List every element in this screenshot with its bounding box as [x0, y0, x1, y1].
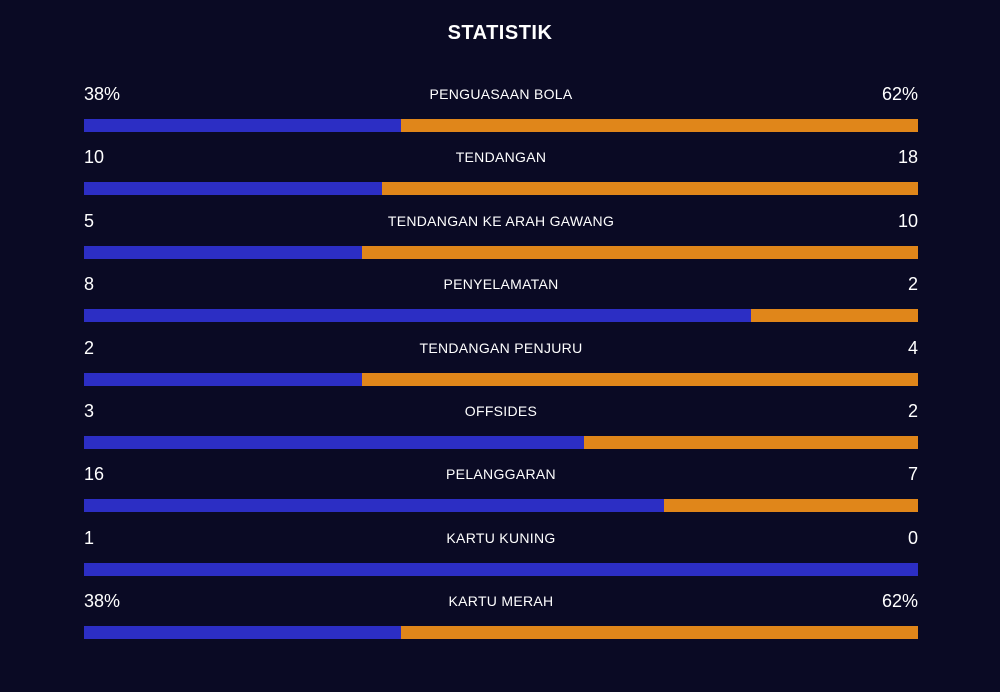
home-bar-fill	[84, 182, 382, 196]
home-bar-fill	[84, 372, 362, 386]
away-bar-fill	[381, 182, 918, 196]
home-bar-fill	[84, 309, 752, 323]
stat-row-corners: 2 TENDANGAN PENJURU 4	[84, 334, 918, 397]
home-bar-fill	[84, 119, 401, 132]
away-bar-fill	[664, 499, 918, 513]
home-value: 38%	[84, 591, 121, 612]
home-value: 38%	[84, 84, 121, 104]
stat-label: PELANGGARAN	[446, 466, 556, 483]
page-title: STATISTIK	[447, 22, 553, 44]
home-bar-fill	[84, 435, 585, 449]
home-value: 1	[84, 527, 95, 548]
away-bar-fill	[361, 245, 918, 259]
home-bar-fill	[84, 245, 362, 259]
away-value: 2	[907, 274, 918, 295]
stat-row-shots-on-target: 5 TENDANGAN KE ARAH GAWANG 10	[84, 207, 918, 270]
home-bar-fill	[84, 499, 665, 513]
away-value: 10	[897, 210, 918, 231]
away-bar-fill	[361, 372, 918, 386]
comparison-bar	[84, 245, 918, 259]
home-value: 10	[84, 147, 105, 168]
stat-label: PENGUASAAN BOLA	[429, 86, 573, 102]
comparison-bar	[84, 182, 918, 196]
stat-row-shots: 10 TENDANGAN 18	[84, 143, 918, 206]
home-value: 16	[84, 464, 105, 485]
home-value: 5	[84, 210, 95, 231]
away-value: 18	[897, 147, 918, 168]
comparison-bar	[84, 435, 918, 449]
comparison-bar	[84, 372, 918, 386]
away-bar-fill	[751, 309, 918, 323]
stat-label: PENYELAMATAN	[443, 276, 559, 293]
home-bar-fill	[84, 626, 401, 640]
stat-label: TENDANGAN	[455, 149, 547, 166]
stat-label: KARTU MERAH	[448, 593, 554, 610]
away-bar-fill	[584, 435, 918, 449]
stat-list: 38% PENGUASAAN BOLA 62% 10 TENDANGAN 1 8 …	[84, 80, 918, 651]
home-bar-fill	[84, 562, 918, 576]
away-value: 62%	[881, 591, 918, 612]
home-value: 8	[84, 274, 95, 295]
away-value: 4	[907, 337, 918, 358]
comparison-bar	[84, 119, 918, 132]
stat-row-yellow-cards: 1 KARTU KUNING 0	[84, 524, 918, 587]
comparison-bar	[84, 562, 918, 576]
stat-row-fouls: 16 PELANGGARAN 7	[84, 460, 918, 523]
away-value: 0	[907, 527, 918, 548]
stat-label: TENDANGAN KE ARAH GAWANG	[387, 212, 615, 229]
away-value: 7	[907, 464, 918, 485]
home-value: 2	[84, 337, 95, 358]
stat-label: OFFSIDES	[464, 402, 538, 419]
away-bar-fill	[400, 119, 918, 132]
comparison-bar	[84, 626, 918, 640]
away-bar-fill	[400, 626, 918, 640]
stat-row-red-cards: 38% KARTU MERAH 62%	[84, 587, 918, 650]
away-value: 2	[907, 400, 918, 421]
home-value: 3	[84, 400, 95, 421]
stat-row-possession: 38% PENGUASAAN BOLA 62%	[84, 80, 918, 143]
comparison-bar	[84, 499, 918, 513]
stat-label: TENDANGAN PENJURU	[419, 339, 583, 356]
comparison-bar	[84, 309, 918, 323]
stat-row-offsides: 3 OFFSIDES 2	[84, 397, 918, 460]
stat-label: KARTU KUNING	[446, 529, 556, 546]
stat-row-saves: 8 PENYELAMATAN 2	[84, 270, 918, 333]
away-value: 62%	[881, 84, 918, 104]
